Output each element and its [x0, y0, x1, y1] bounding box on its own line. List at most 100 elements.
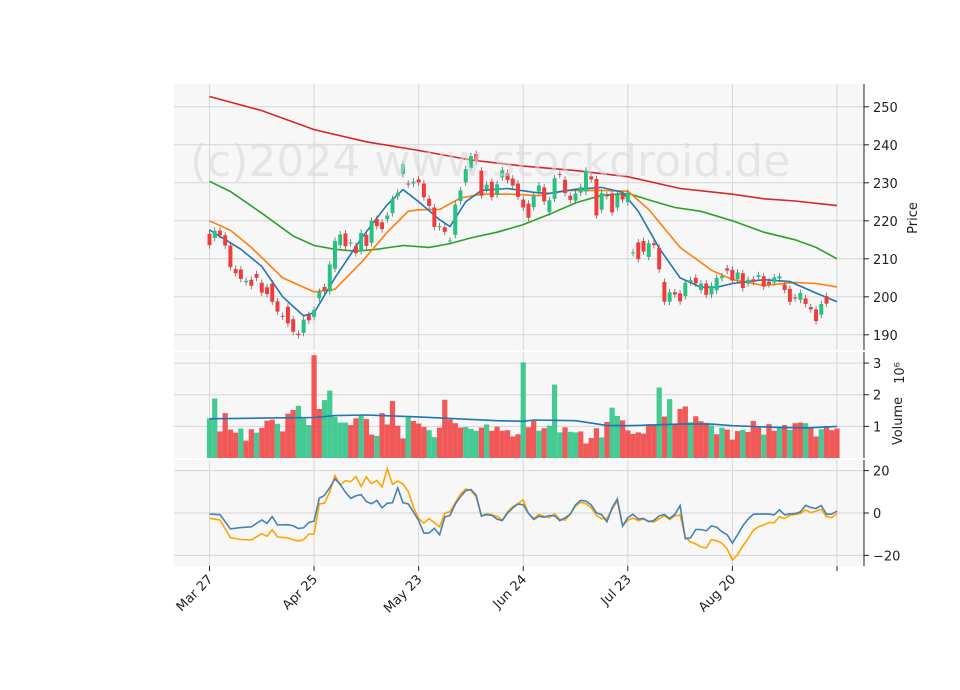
- volume-bar: [714, 434, 720, 458]
- candle-body: [646, 243, 651, 257]
- candle-body: [369, 220, 374, 243]
- volume-bar: [771, 430, 777, 458]
- macd-line: [209, 477, 838, 545]
- candle-body: [594, 179, 599, 216]
- volume-bar: [787, 429, 793, 458]
- volume-bar: [442, 399, 448, 458]
- volume-bar: [656, 387, 662, 458]
- candle-body: [824, 296, 829, 304]
- candle-body: [453, 204, 458, 235]
- candle-body: [343, 233, 348, 247]
- candle-body: [578, 186, 583, 193]
- price-y-tick-label: 240: [873, 139, 898, 154]
- candle-body: [610, 193, 615, 213]
- volume-bar: [782, 425, 788, 458]
- volume-bar: [557, 432, 563, 458]
- candle-body: [484, 184, 489, 190]
- candle-body: [699, 283, 703, 290]
- candle-body: [385, 215, 390, 220]
- candle-body: [280, 315, 285, 317]
- volume-bar: [525, 427, 532, 458]
- volume-bar: [834, 428, 840, 458]
- candle-body: [761, 276, 766, 287]
- volume-bar: [504, 430, 511, 458]
- candle-body: [416, 179, 421, 183]
- volume-y-tick-label: 3: [873, 357, 881, 372]
- candle-body: [542, 187, 547, 202]
- volume-bar: [358, 415, 364, 458]
- candle-body: [432, 207, 437, 227]
- volume-bar: [206, 418, 213, 458]
- candle-body: [777, 276, 782, 279]
- volume-bar: [452, 423, 458, 458]
- volume-bar: [233, 432, 239, 458]
- candle-body: [688, 280, 693, 282]
- price-y-tick-label: 210: [873, 253, 898, 268]
- x-tick-label: Mar 27: [174, 572, 217, 615]
- candle-body: [406, 183, 411, 185]
- volume-bar: [562, 427, 568, 458]
- candle-body: [254, 274, 259, 278]
- candle-body: [735, 272, 740, 280]
- volume-bar: [651, 424, 657, 458]
- candle-body: [228, 245, 233, 268]
- volume-bar: [332, 416, 338, 458]
- volume-bar: [515, 434, 521, 458]
- volume-bar: [421, 426, 427, 458]
- volume-bar: [630, 433, 636, 458]
- volume-bar: [661, 416, 668, 458]
- volume-bar: [389, 401, 396, 458]
- candle-body: [678, 293, 683, 302]
- candle-body: [468, 156, 473, 168]
- volume-bar: [400, 438, 406, 458]
- candle-body: [312, 310, 317, 317]
- candle-body: [709, 285, 714, 295]
- volume-bar: [212, 398, 218, 458]
- candle-body: [563, 179, 568, 194]
- volume-bar: [729, 439, 735, 458]
- volume-bar: [734, 431, 741, 458]
- volume-bar: [384, 424, 390, 458]
- volume-bar: [823, 426, 830, 458]
- volume-bar: [792, 423, 798, 458]
- volume-bar: [468, 428, 474, 458]
- candle-body: [510, 178, 515, 186]
- volume-bar: [327, 390, 333, 458]
- volume-bar: [766, 424, 772, 458]
- candle-body: [333, 240, 337, 269]
- candle-body: [364, 234, 369, 246]
- price-y-tick-label: 200: [873, 291, 898, 306]
- volume-bar: [494, 426, 500, 458]
- volume-bar: [227, 429, 234, 458]
- moving-average-line: [209, 95, 838, 207]
- volume-bar: [510, 436, 516, 458]
- x-tick-label: Aug 20: [696, 572, 739, 615]
- candle-body: [427, 198, 432, 206]
- candle-body: [474, 153, 479, 162]
- candle-body: [583, 170, 588, 192]
- volume-bar: [677, 408, 683, 458]
- candle-body: [233, 269, 238, 274]
- volume-bar: [755, 427, 762, 458]
- volume-bar: [306, 425, 312, 458]
- candle-body: [359, 232, 364, 252]
- candle-body: [793, 297, 798, 299]
- volume-bar: [635, 432, 641, 458]
- volume-bar: [667, 399, 673, 458]
- volume-bar: [619, 420, 626, 458]
- candle-body: [672, 292, 677, 295]
- candle-body: [458, 190, 463, 202]
- candle-body: [641, 240, 646, 252]
- candle-body: [751, 279, 756, 282]
- candle-body: [306, 315, 311, 321]
- candle-body: [500, 170, 505, 178]
- candle-body: [421, 183, 426, 198]
- candle-body: [212, 230, 217, 238]
- volume-bar: [447, 419, 453, 458]
- candle-body: [479, 170, 484, 196]
- volume-bar: [740, 429, 746, 458]
- candle-body: [223, 235, 228, 246]
- macd-y-tick-label: −20: [873, 549, 900, 564]
- candle-body: [719, 276, 724, 279]
- candle-body: [599, 193, 604, 210]
